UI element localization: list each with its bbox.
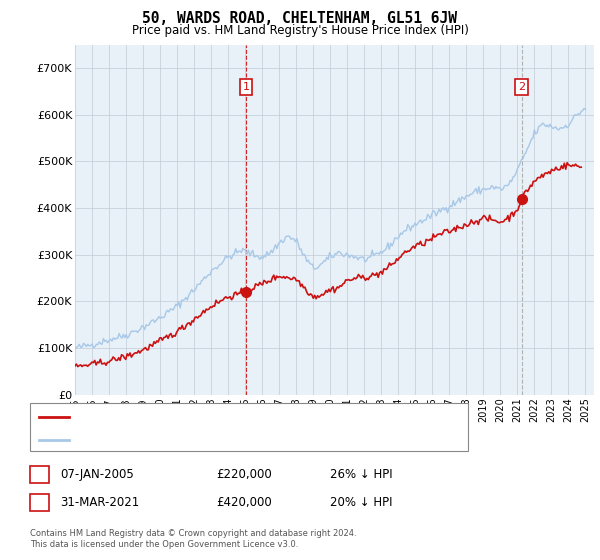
Text: £420,000: £420,000 [216, 496, 272, 509]
Text: 50, WARDS ROAD, CHELTENHAM, GL51 6JW (detached house): 50, WARDS ROAD, CHELTENHAM, GL51 6JW (de… [74, 412, 394, 422]
Text: Price paid vs. HM Land Registry's House Price Index (HPI): Price paid vs. HM Land Registry's House … [131, 24, 469, 36]
Text: 1: 1 [242, 82, 250, 92]
Text: 07-JAN-2005: 07-JAN-2005 [60, 468, 134, 482]
Text: Contains HM Land Registry data © Crown copyright and database right 2024.
This d: Contains HM Land Registry data © Crown c… [30, 529, 356, 549]
Text: HPI: Average price, detached house, Cheltenham: HPI: Average price, detached house, Chel… [74, 435, 331, 445]
Text: 31-MAR-2021: 31-MAR-2021 [60, 496, 139, 509]
Text: 1: 1 [36, 468, 43, 482]
Text: 26% ↓ HPI: 26% ↓ HPI [330, 468, 392, 482]
Text: 2: 2 [518, 82, 525, 92]
Text: 50, WARDS ROAD, CHELTENHAM, GL51 6JW: 50, WARDS ROAD, CHELTENHAM, GL51 6JW [143, 11, 458, 26]
Text: 20% ↓ HPI: 20% ↓ HPI [330, 496, 392, 509]
Text: £220,000: £220,000 [216, 468, 272, 482]
Text: 2: 2 [36, 496, 43, 509]
